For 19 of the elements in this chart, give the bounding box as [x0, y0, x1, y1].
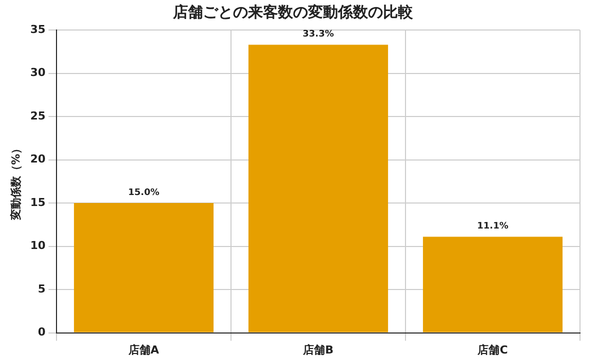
x-tick-label: 店舗A — [128, 343, 160, 356]
y-tick-label: 10 — [30, 239, 46, 252]
y-tick-label: 35 — [30, 22, 46, 36]
y-tick-label: 25 — [30, 109, 46, 122]
x-tick-label: 店舗C — [476, 343, 508, 356]
bar — [422, 236, 563, 332]
x-tick-label: 店舗B — [302, 343, 334, 356]
data-label: 11.1% — [477, 222, 508, 232]
chart-title: 店舗ごとの来客数の変動係数の比較 — [172, 2, 414, 21]
bar — [248, 44, 388, 332]
y-tick-label: 20 — [30, 152, 46, 166]
y-tick-label: 5 — [38, 282, 46, 296]
y-tick-label: 15 — [30, 196, 46, 209]
bar — [74, 203, 214, 332]
y-tick-label: 0 — [38, 326, 46, 339]
y-axis-title: 変動係数（%） — [9, 142, 22, 221]
y-tick-label: 30 — [30, 66, 46, 80]
data-label: 33.3% — [302, 30, 334, 40]
data-label: 15.0% — [128, 188, 160, 198]
